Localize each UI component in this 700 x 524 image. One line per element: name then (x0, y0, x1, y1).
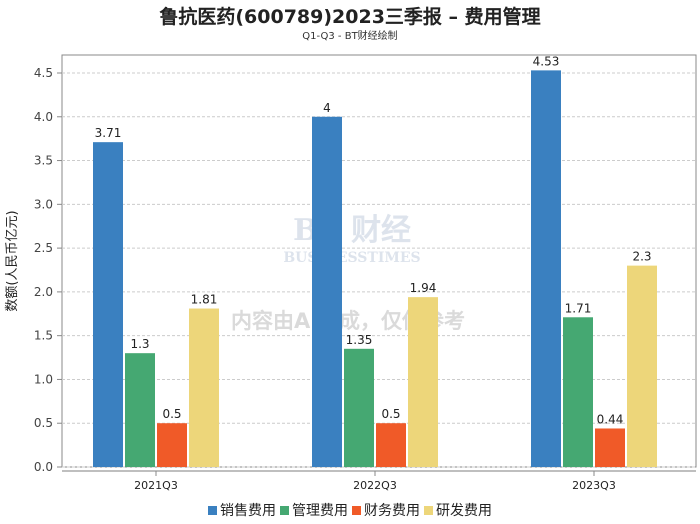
watermark-logo: BT 财经 (293, 213, 411, 248)
chart-title: 鲁抗医药(600789)2023三季报 – 费用管理 (159, 6, 541, 28)
y-tick-label: 0.0 (34, 460, 53, 474)
x-tick-label: 2021Q3 (134, 479, 178, 492)
y-tick-label: 2.5 (34, 241, 53, 255)
legend-swatch (280, 506, 289, 515)
bar-2-1 (563, 317, 593, 467)
bar-1-2 (376, 423, 406, 467)
data-label: 1.3 (130, 337, 149, 351)
bar-2-3 (627, 265, 657, 467)
bar-0-1 (125, 353, 155, 467)
data-label: 2.3 (632, 250, 651, 264)
data-label: 1.35 (346, 333, 373, 347)
bar-2-2 (595, 428, 625, 467)
legend-swatch (424, 506, 433, 515)
data-label: 0.5 (162, 407, 181, 421)
legend-item[interactable]: 财务费用 (352, 500, 420, 520)
x-tick-label: 2022Q3 (353, 479, 397, 492)
legend-label: 管理费用 (292, 503, 348, 519)
watermark-logo-sub: BUSINESSTIMES (283, 250, 420, 266)
legend-swatch (208, 506, 217, 515)
bar-0-0 (93, 142, 123, 467)
data-label: 4 (323, 101, 331, 115)
y-tick-label: 1.0 (34, 372, 53, 386)
y-tick-label: 4.5 (34, 66, 53, 80)
legend-label: 销售费用 (220, 503, 276, 519)
y-tick-label: 3.5 (34, 154, 53, 168)
data-label: 1.81 (191, 293, 218, 307)
data-label: 3.71 (95, 126, 122, 140)
data-label: 0.5 (381, 407, 400, 421)
chart-subtitle: Q1-Q3 - BT财经绘制 (302, 31, 398, 42)
bar-2-0 (531, 70, 561, 467)
data-label: 1.71 (565, 301, 592, 315)
y-tick-label: 3.0 (34, 197, 53, 211)
bar-1-3 (408, 297, 438, 467)
data-label: 4.53 (533, 54, 560, 68)
legend-label: 研发费用 (436, 503, 492, 519)
y-tick-label: 2.0 (34, 285, 53, 299)
legend: 销售费用 管理费用 财务费用 研发费用 (0, 500, 700, 520)
x-tick-label: 2023Q3 (572, 479, 616, 492)
y-tick-label: 4.0 (34, 110, 53, 124)
legend-label: 财务费用 (364, 503, 420, 519)
legend-swatch (352, 506, 361, 515)
bar-0-2 (157, 423, 187, 467)
legend-item[interactable]: 研发费用 (424, 500, 492, 520)
y-tick-label: 1.5 (34, 329, 53, 343)
bar-0-3 (189, 308, 219, 467)
y-axis-label: 数额(人民币亿元) (5, 210, 20, 311)
data-label: 0.44 (597, 412, 624, 426)
bar-1-0 (312, 116, 342, 468)
legend-item[interactable]: 管理费用 (280, 500, 348, 520)
data-label: 1.94 (410, 281, 437, 295)
y-tick-label: 0.5 (34, 416, 53, 430)
bar-1-1 (344, 348, 374, 467)
legend-item[interactable]: 销售费用 (208, 500, 276, 520)
